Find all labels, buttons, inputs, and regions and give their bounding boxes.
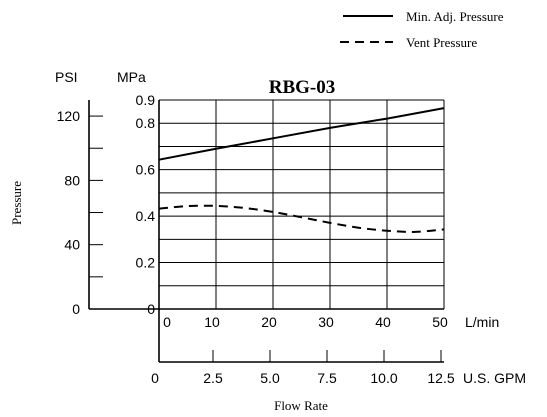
series-lines — [158, 107, 445, 233]
legend-label-vent-pressure: Vent Pressure — [406, 35, 477, 50]
lmin-tick-label: 30 — [318, 314, 334, 330]
x-axis-title: Flow Rate — [274, 398, 328, 413]
lmin-tick-label: 20 — [261, 314, 277, 330]
gpm-tick-label: 0 — [151, 370, 159, 386]
gpm-tick-label: 5.0 — [260, 370, 280, 386]
mpa-unit-label: MPa — [117, 69, 146, 85]
psi-unit-label: PSI — [55, 69, 78, 85]
psi-tick-label: 80 — [64, 172, 80, 188]
lmin-tick-label: 50 — [432, 314, 448, 330]
gpm-tick-label: 10.0 — [370, 370, 397, 386]
psi-tick-label: 120 — [57, 108, 81, 124]
gpm-tick-label: 7.5 — [317, 370, 337, 386]
lmin-unit-label: L/min — [465, 314, 499, 330]
y-axis-title: Pressure — [9, 181, 24, 225]
gpm-tick-label: 12.5 — [427, 370, 454, 386]
mpa-tick-label: 0.9 — [136, 92, 156, 108]
mpa-tick-label: 0.2 — [136, 255, 156, 271]
tick-labels: 0 40 80 120 0 0.2 0.4 0.6 0.8 0.9 0 10 20 30 40 50 0 2.5 5… — [57, 92, 455, 386]
psi-tick-label: 0 — [72, 301, 80, 317]
plot-grid — [159, 99, 445, 309]
mpa-tick-label: 0.6 — [136, 162, 156, 178]
gpm-tick-label: 2.5 — [203, 370, 223, 386]
chart-title: RBG-03 — [269, 77, 336, 98]
legend: Min. Adj. Pressure Vent Pressure — [340, 9, 504, 50]
lmin-tick-label: 40 — [375, 314, 391, 330]
lmin-tick-label: 10 — [204, 314, 220, 330]
axes — [88, 100, 444, 363]
mpa-tick-label: 0.4 — [136, 208, 156, 224]
gpm-unit-label: U.S. GPM — [463, 370, 526, 386]
legend-label-min-adj-pressure: Min. Adj. Pressure — [406, 9, 504, 24]
lmin-tick-label: 0 — [163, 314, 171, 330]
series-line-vent-pressure — [158, 204, 445, 233]
mpa-tick-label: 0.8 — [136, 115, 156, 131]
psi-tick-label: 40 — [64, 237, 80, 253]
mpa-tick-label: 0 — [147, 301, 155, 317]
series-line-min-adj-pressure — [158, 107, 445, 161]
